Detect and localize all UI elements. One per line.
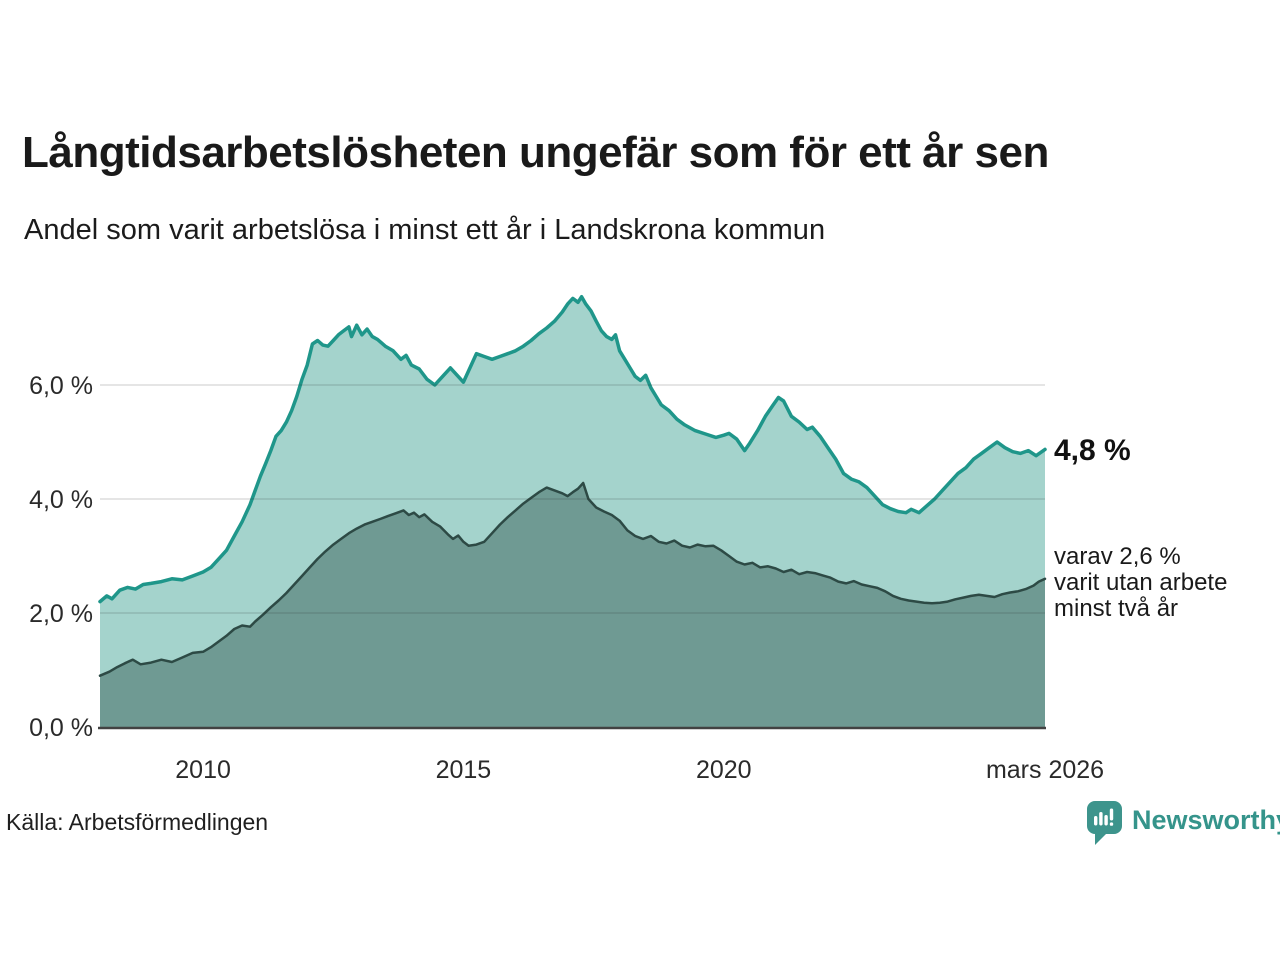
x-axis-label: 2010 [175, 756, 231, 784]
source-note: Källa: Arbetsförmedlingen [6, 809, 269, 835]
line-series-2 [98, 481, 1047, 677]
secondary-value-label: varav 2,6 % varit utan arbete minst två … [1054, 543, 1228, 622]
y-axis-label: 2,0 % [29, 600, 93, 628]
x-axis-label: 2020 [696, 756, 752, 784]
page-title: Långtidsarbetslösheten ungefär som för e… [22, 128, 1049, 177]
y-axis-label: 6,0 % [29, 372, 93, 400]
x-axis-label: 2015 [436, 756, 492, 784]
latest-value-label: 4,8 % [1054, 434, 1131, 467]
y-axis-label: 0,0 % [29, 714, 93, 742]
newsworthy-wordmark: Newsworthy [1132, 805, 1280, 835]
area-fill-series-2 [100, 483, 1045, 727]
chart-subtitle: Andel som varit arbetslösa i minst ett å… [24, 214, 826, 246]
newsworthy-pin-icon [1087, 801, 1122, 845]
x-axis-label: mars 2026 [986, 756, 1104, 784]
y-axis-label: 4,0 % [29, 486, 93, 514]
newsworthy-logo: Newsworthy [1086, 800, 1280, 846]
line-series-1 [98, 294, 1047, 604]
